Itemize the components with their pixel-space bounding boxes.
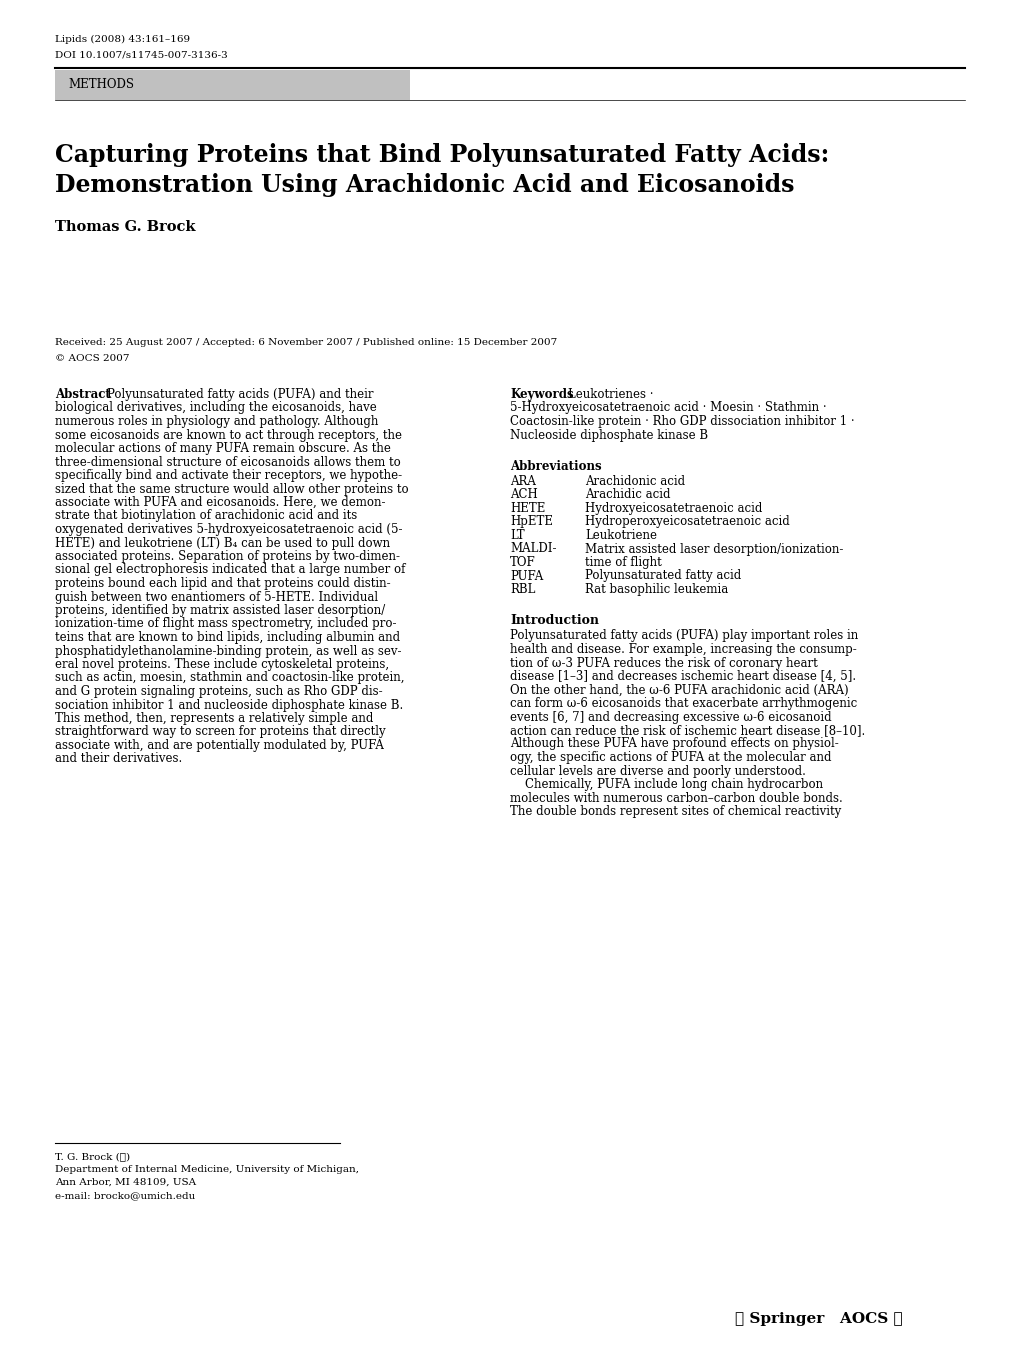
Text: phosphatidylethanolamine-binding protein, as well as sev-: phosphatidylethanolamine-binding protein… [55,645,401,657]
Text: Keywords: Keywords [510,388,573,401]
Text: HETE) and leukotriene (LT) B₄ can be used to pull down: HETE) and leukotriene (LT) B₄ can be use… [55,537,389,550]
Text: HETE: HETE [510,501,545,515]
Text: molecular actions of many PUFA remain obscure. As the: molecular actions of many PUFA remain ob… [55,442,390,455]
Text: proteins, identified by matrix assisted laser desorption/: proteins, identified by matrix assisted … [55,604,385,617]
Text: Chemically, PUFA include long chain hydrocarbon: Chemically, PUFA include long chain hydr… [510,778,822,791]
Text: Lipids (2008) 43:161–169: Lipids (2008) 43:161–169 [55,35,190,45]
Text: specifically bind and activate their receptors, we hypothe-: specifically bind and activate their rec… [55,469,401,482]
Text: Received: 25 August 2007 / Accepted: 6 November 2007 / Published online: 15 Dece: Received: 25 August 2007 / Accepted: 6 N… [55,337,556,347]
Text: numerous roles in physiology and pathology. Although: numerous roles in physiology and patholo… [55,415,378,428]
Text: Arachidonic acid: Arachidonic acid [585,476,685,488]
Text: This method, then, represents a relatively simple and: This method, then, represents a relative… [55,711,373,725]
Text: Capturing Proteins that Bind Polyunsaturated Fatty Acids:: Capturing Proteins that Bind Polyunsatur… [55,144,828,167]
Text: straightforward way to screen for proteins that directly: straightforward way to screen for protei… [55,725,385,738]
Text: health and disease. For example, increasing the consump-: health and disease. For example, increas… [510,644,856,656]
Text: three-dimensional structure of eicosanoids allows them to: three-dimensional structure of eicosanoi… [55,455,400,469]
Text: associated proteins. Separation of proteins by two-dimen-: associated proteins. Separation of prote… [55,550,399,562]
Text: Introduction: Introduction [510,615,598,627]
Text: disease [1–3] and decreases ischemic heart disease [4, 5].: disease [1–3] and decreases ischemic hea… [510,669,855,683]
Text: LT: LT [510,528,524,542]
Text: METHODS: METHODS [68,79,133,91]
Text: Nucleoside diphosphate kinase B: Nucleoside diphosphate kinase B [510,428,707,442]
Text: Ann Arbor, MI 48109, USA: Ann Arbor, MI 48109, USA [55,1177,196,1187]
Text: and G protein signaling proteins, such as Rho GDP dis-: and G protein signaling proteins, such a… [55,686,382,698]
Text: Abbreviations: Abbreviations [510,459,601,473]
Text: sional gel electrophoresis indicated that a large number of: sional gel electrophoresis indicated tha… [55,564,405,576]
Text: molecules with numerous carbon–carbon double bonds.: molecules with numerous carbon–carbon do… [510,791,842,805]
Text: can form ω-6 eicosanoids that exacerbate arrhythmogenic: can form ω-6 eicosanoids that exacerbate… [510,696,856,710]
Text: time of flight: time of flight [585,556,661,569]
Text: oxygenated derivatives 5-hydroxyeicosatetraenoic acid (5-: oxygenated derivatives 5-hydroxyeicosate… [55,523,403,537]
Text: associate with, and are potentially modulated by, PUFA: associate with, and are potentially modu… [55,738,383,752]
Text: associate with PUFA and eicosanoids. Here, we demon-: associate with PUFA and eicosanoids. Her… [55,496,385,509]
Text: Department of Internal Medicine, University of Michigan,: Department of Internal Medicine, Univers… [55,1165,359,1173]
Text: HpETE: HpETE [510,515,552,528]
Text: Arachidic acid: Arachidic acid [585,489,669,501]
Text: some eicosanoids are known to act through receptors, the: some eicosanoids are known to act throug… [55,428,401,442]
Text: sociation inhibitor 1 and nucleoside diphosphate kinase B.: sociation inhibitor 1 and nucleoside dip… [55,698,403,711]
Text: guish between two enantiomers of 5-HETE. Individual: guish between two enantiomers of 5-HETE.… [55,591,378,603]
Text: such as actin, moesin, stathmin and coactosin-like protein,: such as actin, moesin, stathmin and coac… [55,672,405,684]
Text: PUFA: PUFA [510,569,543,583]
Text: On the other hand, the ω-6 PUFA arachidonic acid (ARA): On the other hand, the ω-6 PUFA arachido… [510,683,848,696]
Text: events [6, 7] and decreasing excessive ω-6 eicosanoid: events [6, 7] and decreasing excessive ω… [510,710,830,724]
Text: Demonstration Using Arachidonic Acid and Eicosanoids: Demonstration Using Arachidonic Acid and… [55,173,794,196]
Text: Polyunsaturated fatty acids (PUFA) play important roles in: Polyunsaturated fatty acids (PUFA) play … [510,630,857,642]
Text: Thomas G. Brock: Thomas G. Brock [55,220,196,234]
Text: The double bonds represent sites of chemical reactivity: The double bonds represent sites of chem… [510,805,841,818]
Text: TOF: TOF [510,556,535,569]
Text: Coactosin-like protein · Rho GDP dissociation inhibitor 1 ·: Coactosin-like protein · Rho GDP dissoci… [510,415,854,428]
Text: ionization-time of flight mass spectrometry, included pro-: ionization-time of flight mass spectrome… [55,618,396,630]
Text: Matrix assisted laser desorption/ionization-: Matrix assisted laser desorption/ionizat… [585,542,843,556]
Text: ACH: ACH [510,489,537,501]
Text: proteins bound each lipid and that proteins could distin-: proteins bound each lipid and that prote… [55,577,390,589]
Text: Polyunsaturated fatty acids (PUFA) and their: Polyunsaturated fatty acids (PUFA) and t… [107,388,373,401]
Text: Leukotrienes ·: Leukotrienes · [568,388,653,401]
Bar [55,70,410,100]
Text: Abstract: Abstract [55,388,111,401]
Text: action can reduce the risk of ischemic heart disease [8–10].: action can reduce the risk of ischemic h… [510,724,864,737]
Text: © AOCS 2007: © AOCS 2007 [55,354,129,363]
Text: ARA: ARA [510,476,535,488]
Text: MALDI-: MALDI- [510,542,556,556]
Text: Hydroxyeicosatetraenoic acid: Hydroxyeicosatetraenoic acid [585,501,761,515]
Text: tion of ω-3 PUFA reduces the risk of coronary heart: tion of ω-3 PUFA reduces the risk of cor… [510,657,817,669]
Text: Although these PUFA have profound effects on physiol-: Although these PUFA have profound effect… [510,737,838,751]
Text: sized that the same structure would allow other proteins to: sized that the same structure would allo… [55,482,409,496]
Text: ogy, the specific actions of PUFA at the molecular and: ogy, the specific actions of PUFA at the… [510,751,830,764]
Text: T. G. Brock (✉): T. G. Brock (✉) [55,1152,130,1161]
Text: strate that biotinylation of arachidonic acid and its: strate that biotinylation of arachidonic… [55,509,357,523]
Text: eral novel proteins. These include cytoskeletal proteins,: eral novel proteins. These include cytos… [55,659,388,671]
Text: Rat basophilic leukemia: Rat basophilic leukemia [585,583,728,596]
Text: cellular levels are diverse and poorly understood.: cellular levels are diverse and poorly u… [510,764,805,778]
Text: Polyunsaturated fatty acid: Polyunsaturated fatty acid [585,569,741,583]
Text: e-mail: brocko@umich.edu: e-mail: brocko@umich.edu [55,1191,195,1201]
Text: and their derivatives.: and their derivatives. [55,752,182,766]
Text: Leukotriene: Leukotriene [585,528,656,542]
Text: DOI 10.1007/s11745-007-3136-3: DOI 10.1007/s11745-007-3136-3 [55,50,227,60]
Text: 5-Hydroxyeicosatetraenoic acid · Moesin · Stathmin ·: 5-Hydroxyeicosatetraenoic acid · Moesin … [510,401,825,415]
Text: Ⓢ Springer   AOCS ❖: Ⓢ Springer AOCS ❖ [735,1312,902,1327]
Text: biological derivatives, including the eicosanoids, have: biological derivatives, including the ei… [55,401,376,415]
Text: teins that are known to bind lipids, including albumin and: teins that are known to bind lipids, inc… [55,631,399,644]
Text: RBL: RBL [510,583,535,596]
Text: Hydroperoxyeicosatetraenoic acid: Hydroperoxyeicosatetraenoic acid [585,515,789,528]
